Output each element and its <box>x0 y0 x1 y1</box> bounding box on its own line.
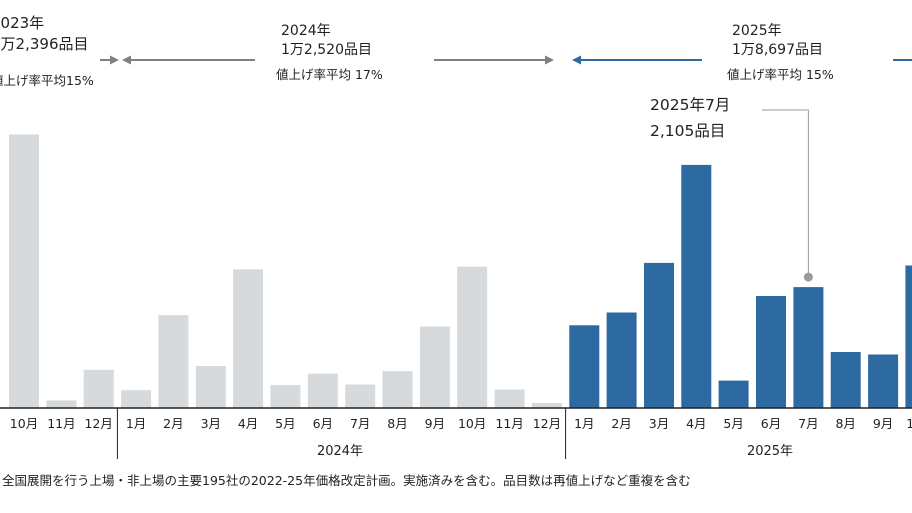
x-tick-label-11: 9月 <box>425 416 445 431</box>
callout-items: 2,105品目 <box>650 122 725 140</box>
bar-16 <box>606 312 637 408</box>
x-tick-label-19: 5月 <box>723 416 743 431</box>
x-tick-label-24: 10月 <box>906 416 912 431</box>
x-tick-label-9: 7月 <box>350 416 370 431</box>
x-tick-label-20: 6月 <box>761 416 781 431</box>
x-tick-label-13: 11月 <box>495 416 523 431</box>
callout-leader-line <box>762 109 809 278</box>
bar-20 <box>756 296 786 408</box>
year-2025-items: 1万8,697品目 <box>732 42 823 58</box>
year-group-label-2024: 2024年 <box>317 444 363 459</box>
bar-7 <box>270 385 301 408</box>
bar-19 <box>718 380 749 408</box>
year-2025-label: 2025年 <box>732 23 782 39</box>
year-group-label-2025: 2025年 <box>747 444 793 459</box>
x-tick-label-3: 1月 <box>126 416 146 431</box>
x-tick-label-5: 3月 <box>201 416 221 431</box>
period-arrow-2024-right <box>434 55 554 65</box>
year-2023-label: 2023年 <box>0 14 44 32</box>
year-2024-label: 2024年 <box>281 23 331 39</box>
bar-5 <box>195 366 226 408</box>
callout-month: 2025年7月 <box>650 96 730 114</box>
bar-3 <box>121 390 152 408</box>
x-tick-label-0: 10月 <box>10 416 38 431</box>
bar-21 <box>793 287 824 408</box>
x-tick-label-7: 5月 <box>275 416 295 431</box>
bar-14 <box>531 402 562 408</box>
bar-8 <box>307 373 338 408</box>
bar-1 <box>46 400 77 408</box>
bar-18 <box>681 164 712 408</box>
x-tick-label-17: 3月 <box>649 416 669 431</box>
x-tick-label-23: 9月 <box>873 416 893 431</box>
period-arrow-2025-left <box>572 55 702 65</box>
bar-0 <box>9 134 39 408</box>
x-tick-label-12: 10月 <box>458 416 486 431</box>
bar-11 <box>419 326 450 408</box>
bar-13 <box>494 389 525 408</box>
bar-15 <box>569 325 600 408</box>
x-tick-labels: 10月 11月 12月 1月 2月 3月 4月 5月 6月 7月 8月 9月 10月 11月 12月 1月 2月… <box>10 416 912 431</box>
x-tick-label-21: 7月 <box>798 416 818 431</box>
year-2023-items: 1万2,396品目 <box>0 35 89 53</box>
bar-10 <box>382 371 413 408</box>
x-tick-label-14: 12月 <box>533 416 561 431</box>
bar-17 <box>644 262 674 408</box>
x-axis <box>0 407 912 459</box>
x-tick-label-1: 11月 <box>47 416 75 431</box>
bar-24 <box>905 265 912 408</box>
x-tick-label-18: 4月 <box>686 416 706 431</box>
period-arrow-2024-left <box>122 55 255 65</box>
year-2024-items: 1万2,520品目 <box>281 42 372 58</box>
x-tick-label-10: 8月 <box>387 416 407 431</box>
period-arrow-2023-left-end <box>100 55 119 65</box>
x-tick-label-22: 8月 <box>835 416 855 431</box>
footnote: 全国展開を行う上場・非上場の主要195社の2022-25年価格改定計画。実施済み… <box>2 473 691 488</box>
x-tick-label-15: 1月 <box>574 416 594 431</box>
callout-dot <box>803 272 813 282</box>
x-tick-label-8: 6月 <box>313 416 333 431</box>
x-tick-label-4: 2月 <box>163 416 183 431</box>
year-2024-rate: 値上げ率平均 17% <box>276 67 383 82</box>
bar-group <box>9 134 912 408</box>
x-tick-label-6: 4月 <box>238 416 258 431</box>
bar-23 <box>868 354 899 408</box>
x-tick-label-2: 12月 <box>84 416 112 431</box>
bar-9 <box>345 384 376 408</box>
bar-22 <box>830 352 861 408</box>
year-2023-rate: 値上げ率平均15% <box>0 73 94 88</box>
x-tick-label-16: 2月 <box>611 416 631 431</box>
bar-12 <box>457 266 488 408</box>
year-2025-rate: 値上げ率平均 15% <box>727 67 834 82</box>
bar-4 <box>158 315 189 408</box>
bar-6 <box>233 269 264 408</box>
bar-2 <box>83 369 114 408</box>
